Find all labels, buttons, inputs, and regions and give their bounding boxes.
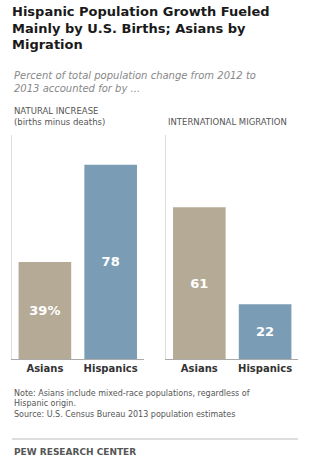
svg-text:Note: Asians include mixed-rac: Note: Asians include mixed-race populati… (14, 389, 250, 419)
svg-text:Asians: Asians (181, 363, 218, 374)
svg-text:61: 61 (190, 276, 208, 291)
svg-text:22: 22 (256, 324, 274, 339)
svg-text:NATURAL INCREASE(births minus: NATURAL INCREASE(births minus deaths) (14, 106, 105, 127)
svg-text:Hispanics: Hispanics (238, 363, 292, 374)
svg-text:INTERNATIONAL MIGRATION: INTERNATIONAL MIGRATION (168, 117, 287, 127)
svg-text:Hispanics: Hispanics (84, 363, 138, 374)
svg-text:78: 78 (102, 254, 120, 269)
svg-text:Asians: Asians (26, 363, 63, 374)
svg-text:Hispanic Population Growth Fue: Hispanic Population Growth FueledMainly … (12, 4, 270, 53)
svg-text:39%: 39% (29, 303, 60, 318)
svg-text:PEW RESEARCH CENTER: PEW RESEARCH CENTER (14, 447, 136, 457)
svg-text:Percent of total population ch: Percent of total population change from … (14, 70, 256, 94)
